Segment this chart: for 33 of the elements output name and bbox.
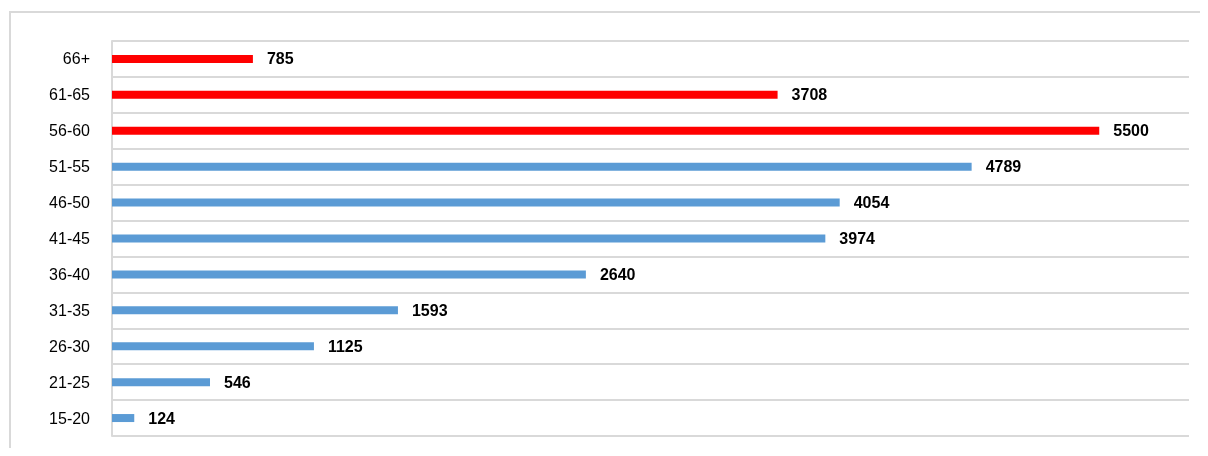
y-tick-label: 15-20 [49,409,91,427]
y-tick-label: 66+ [62,50,90,68]
y-tick-label: 56-60 [49,122,91,140]
bar [112,54,253,63]
y-tick-label: 46-50 [49,194,91,212]
bar [112,270,586,279]
bar [112,414,135,423]
data-label: 546 [224,373,251,391]
data-label: 3974 [839,230,876,247]
data-label: 4054 [853,194,890,212]
data-label: 1593 [411,301,448,319]
bar [112,342,314,351]
y-tick-label: 21-25 [49,373,91,391]
y-tick-label: 41-45 [49,230,91,247]
bar [112,162,972,171]
bar [112,234,826,243]
data-label: 5500 [1113,122,1149,140]
data-label: 1125 [327,337,363,355]
data-label: 124 [148,409,176,427]
bar [112,306,398,315]
bar [112,198,840,207]
data-label: 2640 [599,265,636,283]
y-tick-label: 26-30 [49,337,91,355]
bar [112,90,778,99]
data-label: 785 [266,50,294,68]
y-tick-label: 51-55 [49,158,91,176]
y-tick-label: 61-65 [49,86,91,104]
bar [112,126,1100,135]
y-tick-label: 36-40 [49,265,91,283]
data-label: 4789 [985,158,1022,176]
data-label: 3708 [791,86,828,104]
y-tick-label: 31-35 [49,301,91,319]
bar [112,378,211,387]
